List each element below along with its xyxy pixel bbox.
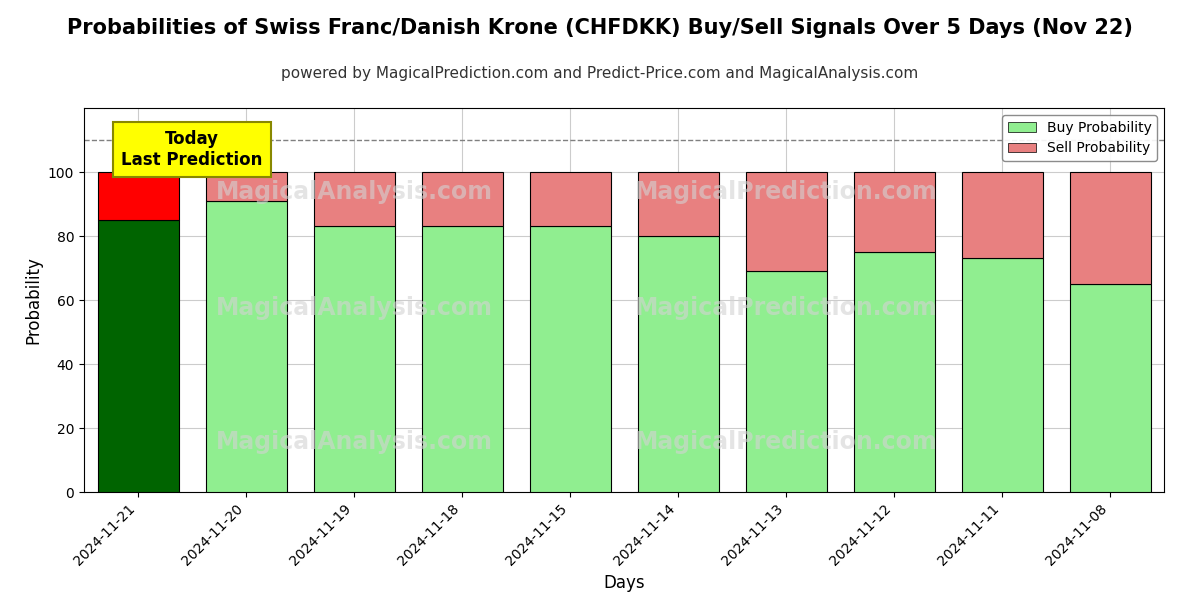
Text: Today
Last Prediction: Today Last Prediction bbox=[121, 130, 263, 169]
Text: MagicalPrediction.com: MagicalPrediction.com bbox=[635, 181, 937, 205]
Bar bbox=[1069, 284, 1151, 492]
Text: Probabilities of Swiss Franc/Danish Krone (CHFDKK) Buy/Sell Signals Over 5 Days : Probabilities of Swiss Franc/Danish Kron… bbox=[67, 18, 1133, 38]
Text: powered by MagicalPrediction.com and Predict-Price.com and MagicalAnalysis.com: powered by MagicalPrediction.com and Pre… bbox=[281, 66, 919, 81]
Bar bbox=[313, 226, 395, 492]
Bar bbox=[853, 172, 935, 252]
Bar bbox=[97, 220, 179, 492]
Text: MagicalPrediction.com: MagicalPrediction.com bbox=[635, 430, 937, 454]
Bar bbox=[529, 226, 611, 492]
Text: MagicalPrediction.com: MagicalPrediction.com bbox=[635, 296, 937, 320]
Bar bbox=[97, 172, 179, 220]
Text: MagicalAnalysis.com: MagicalAnalysis.com bbox=[216, 181, 492, 205]
Bar bbox=[637, 236, 719, 492]
Bar bbox=[529, 172, 611, 226]
Bar bbox=[961, 259, 1043, 492]
Y-axis label: Probability: Probability bbox=[24, 256, 42, 344]
Bar bbox=[961, 172, 1043, 259]
Bar bbox=[205, 201, 287, 492]
Bar bbox=[205, 172, 287, 201]
Text: MagicalAnalysis.com: MagicalAnalysis.com bbox=[216, 296, 492, 320]
Text: MagicalAnalysis.com: MagicalAnalysis.com bbox=[216, 430, 492, 454]
Legend: Buy Probability, Sell Probability: Buy Probability, Sell Probability bbox=[1002, 115, 1157, 161]
Bar bbox=[745, 172, 827, 271]
Bar bbox=[313, 172, 395, 226]
Bar bbox=[1069, 172, 1151, 284]
Bar bbox=[853, 252, 935, 492]
Bar bbox=[637, 172, 719, 236]
Bar bbox=[745, 271, 827, 492]
Bar bbox=[421, 226, 503, 492]
Bar bbox=[421, 172, 503, 226]
X-axis label: Days: Days bbox=[604, 574, 644, 592]
